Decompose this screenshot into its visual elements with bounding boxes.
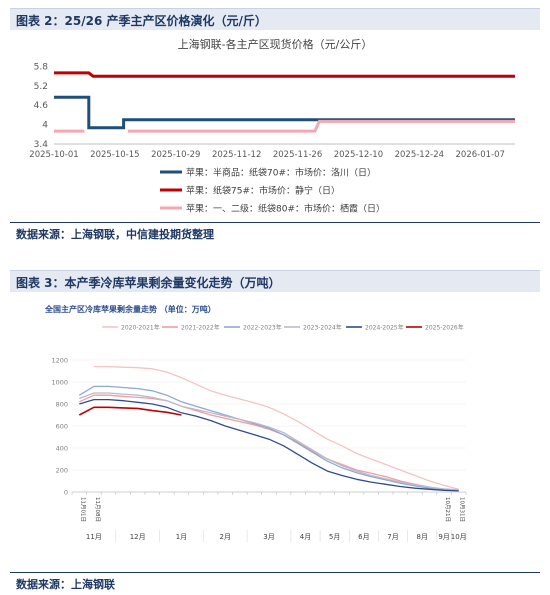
- series-line-4: [79, 392, 459, 491]
- x-group-label: 9月: [438, 533, 449, 541]
- x-tick-label: 2025-11-12: [212, 150, 261, 160]
- storage-chart-title: 全国主产区冷库苹果剩余量走势 （单位：万吨）: [44, 304, 216, 314]
- series-line-3: [127, 119, 515, 133]
- legend-label-2: 苹果：纸袋75#：市场价：静宁（日）: [186, 185, 340, 197]
- x-group-label: 10月: [451, 533, 467, 541]
- series-line-6: [78, 406, 182, 416]
- x-tick-label: 11月08日: [94, 497, 101, 522]
- storage-chart-axes: 0 200 400 600 800 1000 1200 11月01日 11月08日 10月21日 1…: [51, 357, 467, 542]
- y-tick-label: 600: [56, 423, 68, 431]
- y-tick-label: 3.4: [34, 140, 49, 150]
- y-tick-label: 1200: [51, 357, 68, 365]
- price-chart-axes: 3.4 4 4.6 5.2 5.8 2025-10-01 2025-10-15 2025-10…: [29, 62, 515, 160]
- figure1-title: 图表 2：25/26 产季主产区价格演化（元/斤）: [16, 14, 267, 28]
- x-tick-label: 2025-12-24: [395, 150, 444, 160]
- x-group-label: 2月: [219, 533, 230, 541]
- y-tick-label: 4.6: [34, 101, 49, 111]
- x-tick-label: 2025-10-01: [29, 150, 78, 160]
- x-tick-label: 10月21日: [444, 497, 451, 522]
- series-line-2: [79, 394, 459, 491]
- x-group-label: 3月: [263, 533, 274, 541]
- figure2-bottom-rule: [10, 572, 540, 573]
- x-group-label: 6月: [358, 533, 369, 541]
- figure1-source: 数据来源：上海钢联，中信建投期货整理: [16, 228, 214, 241]
- y-tick-label: 5.2: [34, 82, 48, 92]
- x-tick-label: 2025-10-29: [151, 150, 200, 160]
- x-group-label: 12月: [130, 533, 146, 541]
- series-line-1: [54, 95, 515, 130]
- y-tick-label: 400: [56, 445, 68, 453]
- x-tick-label: 10月31日: [459, 497, 466, 522]
- x-tick-label: 2025-11-26: [273, 150, 322, 160]
- storage-chart-legend: 2020-2021年 2021-2022年 2022-2023年 2023-2024年…: [102, 324, 464, 332]
- figure2-title: 图表 3：本产季冷库苹果剩余量变化走势（万吨）: [16, 276, 281, 290]
- x-group-label: 11月: [86, 533, 102, 541]
- price-chart-legend: 苹果：半商品：纸袋70#：市场价：洛川（日） 苹果：纸袋75#：市场价：静宁（日）…: [160, 167, 385, 215]
- figure2-header: 图表 3：本产季冷库苹果剩余量变化走势（万吨）: [10, 270, 540, 292]
- x-group-label: 7月: [387, 533, 398, 541]
- x-tick-label: 2025-10-15: [90, 150, 139, 160]
- y-tick-label: 4: [42, 121, 48, 131]
- legend-label-2: 2021-2022年: [181, 324, 220, 332]
- legend-label-3: 2022-2023年: [243, 324, 282, 332]
- y-tick-label: 800: [56, 401, 68, 409]
- storage-chart-lines: [78, 365, 459, 492]
- legend-label-4: 2023-2024年: [303, 324, 342, 332]
- y-tick-label: 0: [64, 489, 68, 497]
- y-tick-label: 1000: [51, 379, 68, 387]
- series-line-3: [78, 385, 459, 491]
- series-line-2: [54, 71, 515, 78]
- y-tick-label: 5.8: [34, 62, 49, 72]
- storage-chart: 全国主产区冷库苹果剩余量走势 （单位：万吨） 2020-2021年 2021-20…: [44, 304, 467, 542]
- figure2-source: 数据来源：上海钢联: [16, 578, 115, 591]
- legend-label-6: 2025-2026年: [425, 324, 464, 332]
- x-group-label: 1月: [176, 533, 187, 541]
- legend-label-5: 2024-2025年: [365, 324, 404, 332]
- series-line-5: [79, 398, 459, 492]
- series-line-1: [93, 365, 459, 490]
- price-chart-title: 上海钢联-各主产区现货价格（元/公斤）: [178, 37, 373, 51]
- x-group-label: 5月: [329, 533, 340, 541]
- legend-label-1: 苹果：半商品：纸袋70#：市场价：洛川（日）: [186, 167, 376, 179]
- legend-label-1: 2020-2021年: [121, 324, 160, 332]
- x-tick-label: 2025-12-10: [334, 150, 383, 160]
- figure1-header: 图表 2：25/26 产季主产区价格演化（元/斤）: [10, 8, 540, 30]
- price-chart-lines: [54, 71, 515, 133]
- x-group-label: 4月: [300, 533, 311, 541]
- x-tick-label: 11月01日: [79, 497, 86, 522]
- price-chart: 上海钢联-各主产区现货价格（元/公斤） 3.4 4 4.6 5.2 5.8 2025-10…: [29, 37, 515, 215]
- x-tick-label: 2026-01-07: [456, 150, 505, 160]
- y-tick-label: 200: [56, 467, 68, 475]
- x-group-label: 8月: [416, 533, 427, 541]
- figure1-bottom-rule: [10, 222, 540, 223]
- legend-label-3: 苹果：一、二级：纸袋80#：市场价：栖霞（日）: [186, 203, 385, 215]
